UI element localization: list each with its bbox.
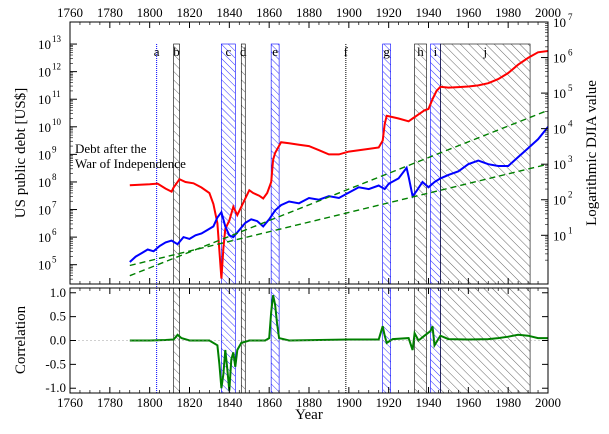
left-tick-label: 10 — [38, 230, 51, 245]
x-tick-label-top: 1980 — [495, 5, 521, 20]
x-tick-label-bottom: 1940 — [416, 395, 442, 410]
chart-lines — [70, 50, 548, 391]
x-axis-label: Year — [295, 407, 323, 423]
right-tick-exponent: 1 — [568, 225, 573, 235]
crisis-rect-top-d — [240, 43, 246, 285]
x-tick-label-bottom: 1920 — [376, 395, 402, 410]
left-tick-label: 10 — [38, 65, 51, 80]
corr-tick-label: 0.5 — [50, 309, 66, 324]
axis-ticks: 1760 1780 1800 1820 1840 1860 1880 1900 1920 1940… — [38, 5, 573, 410]
crisis-label-h: h — [417, 44, 424, 59]
series-correlation — [129, 294, 548, 391]
crisis-rect-top-h — [414, 43, 427, 285]
x-tick-label-top: 1780 — [97, 5, 123, 20]
right-tick-label: 10 — [553, 228, 566, 243]
corr-tick-label: -1.0 — [45, 380, 66, 395]
left-tick-exponent: 8 — [52, 172, 57, 182]
x-tick-label-top: 1860 — [256, 5, 282, 20]
x-tick-label-bottom: 1860 — [256, 395, 282, 410]
x-tick-label-bottom: 1960 — [455, 395, 481, 410]
series-us-public-debt — [129, 50, 548, 279]
right-tick-label: 10 — [553, 122, 566, 137]
x-tick-label-top: 1800 — [137, 5, 163, 20]
left-tick-label: 10 — [38, 147, 51, 162]
right-tick-label: 10 — [553, 51, 566, 66]
left-tick-label: 10 — [38, 120, 51, 135]
series-djia-trend — [129, 163, 548, 267]
left-axis-label: US public debt [US$] — [13, 88, 29, 218]
x-tick-label-bottom: 1820 — [177, 395, 203, 410]
x-tick-label-top: 1840 — [216, 5, 242, 20]
crisis-band-j: j — [440, 43, 531, 394]
right-tick-label: 10 — [553, 193, 566, 208]
left-tick-label: 10 — [38, 175, 51, 190]
x-tick-label-top: 2000 — [535, 5, 561, 20]
x-tick-label-bottom: 1800 — [137, 395, 163, 410]
left-tick-exponent: 7 — [52, 200, 57, 210]
right-tick-exponent: 7 — [568, 12, 573, 22]
corr-tick-label: 0.0 — [50, 333, 66, 348]
crisis-rect-bottom-h — [414, 287, 427, 394]
bottom-y-axis-label: Correlation — [13, 305, 29, 374]
right-tick-exponent: 5 — [568, 83, 573, 93]
crisis-label-j: j — [482, 44, 487, 59]
left-tick-exponent: 13 — [52, 34, 62, 44]
x-tick-label-bottom: 1900 — [336, 395, 362, 410]
left-tick-exponent: 6 — [52, 227, 57, 237]
crisis-label-b: b — [173, 44, 180, 59]
left-tick-exponent: 12 — [52, 62, 61, 72]
right-tick-label: 10 — [553, 15, 566, 30]
left-tick-exponent: 11 — [52, 89, 61, 99]
annotation-line-1: Debt after the — [75, 141, 147, 156]
x-tick-label-bottom: 1840 — [216, 395, 242, 410]
right-tick-exponent: 4 — [568, 119, 573, 129]
corr-tick-label: -0.5 — [45, 356, 66, 371]
x-tick-label-bottom: 1760 — [57, 395, 83, 410]
x-tick-label-top: 1820 — [177, 5, 203, 20]
crisis-band-f: f — [344, 44, 349, 393]
x-tick-label-top: 1920 — [376, 5, 402, 20]
crisis-label-g: g — [383, 44, 390, 59]
crisis-rect-top-g — [382, 43, 391, 285]
x-tick-label-top: 1940 — [416, 5, 442, 20]
crisis-band-h: h — [414, 43, 427, 394]
crisis-label-e: e — [272, 44, 278, 59]
x-tick-label-bottom: 2000 — [535, 395, 561, 410]
left-tick-label: 10 — [38, 92, 51, 107]
left-tick-label: 10 — [38, 258, 51, 273]
corr-tick-label: 1.0 — [50, 285, 66, 300]
right-tick-exponent: 6 — [568, 48, 573, 58]
left-tick-label: 10 — [38, 37, 51, 52]
crisis-band-a: a — [154, 44, 160, 393]
crisis-rect-top-i — [430, 43, 441, 285]
left-tick-exponent: 5 — [52, 255, 57, 265]
crisis-label-i: i — [434, 44, 438, 59]
left-tick-exponent: 9 — [52, 144, 57, 154]
right-tick-exponent: 2 — [568, 190, 573, 200]
right-tick-exponent: 3 — [568, 154, 573, 164]
right-axis-label: Logarithmic DJIA value — [584, 80, 600, 226]
x-tick-label-top: 1900 — [336, 5, 362, 20]
crisis-label-d: d — [240, 44, 247, 59]
x-tick-label-bottom: 1980 — [495, 395, 521, 410]
crisis-label-f: f — [344, 44, 349, 59]
x-tick-label-bottom: 1780 — [97, 395, 123, 410]
crisis-label-c: c — [225, 44, 231, 59]
crisis-rect-bottom-j — [440, 287, 531, 394]
series-djia-value — [129, 126, 548, 263]
left-tick-exponent: 10 — [52, 117, 62, 127]
right-tick-label: 10 — [553, 86, 566, 101]
crisis-label-a: a — [154, 44, 160, 59]
left-tick-label: 10 — [38, 203, 51, 218]
x-tick-label-bottom: 1880 — [296, 395, 322, 410]
x-tick-label-top: 1760 — [57, 5, 83, 20]
x-tick-label-top: 1880 — [296, 5, 322, 20]
x-tick-label-top: 1960 — [455, 5, 481, 20]
right-tick-label: 10 — [553, 157, 566, 172]
annotation-line-2: War of Independence — [75, 156, 186, 171]
